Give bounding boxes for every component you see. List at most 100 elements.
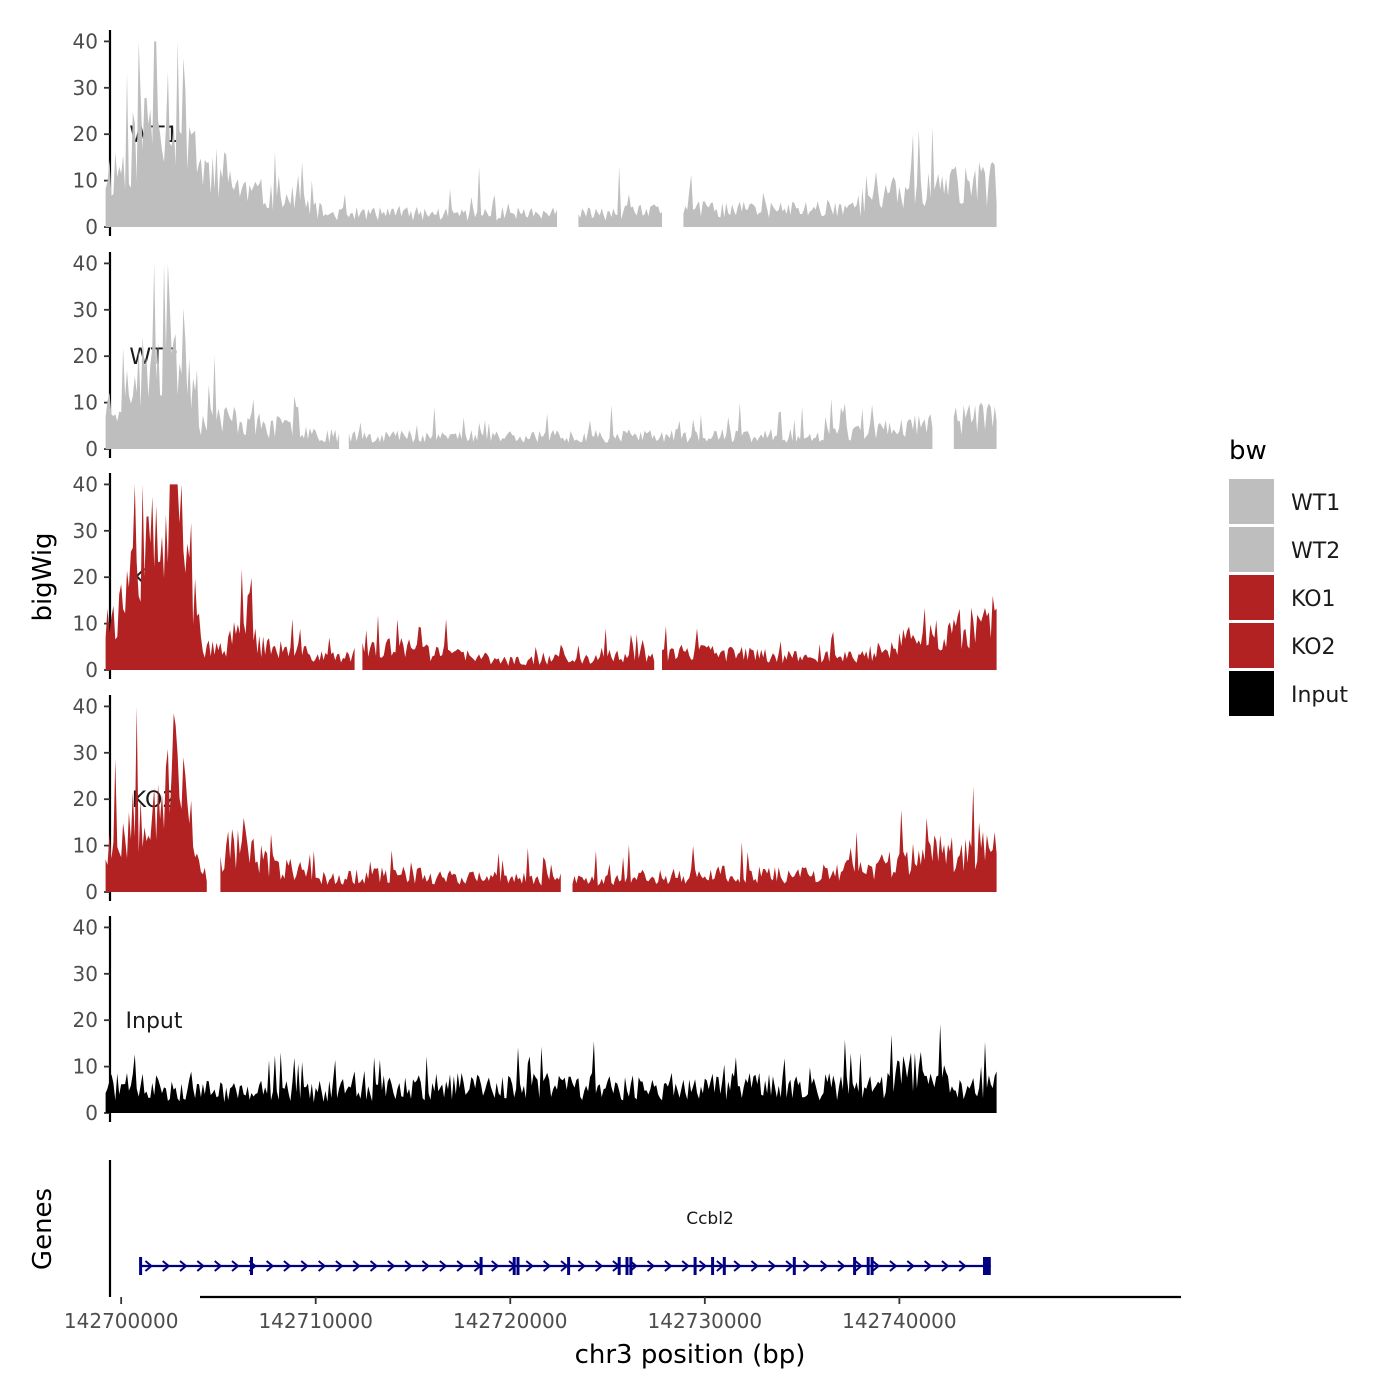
x-axis-title: chr3 position (bp) bbox=[575, 1340, 806, 1370]
legend-title: bw bbox=[1229, 436, 1267, 466]
exon-mark bbox=[870, 1257, 874, 1275]
signal-area-ko1 bbox=[105, 484, 997, 670]
strand-arrow bbox=[283, 1260, 292, 1272]
exon-mark-last bbox=[983, 1257, 991, 1275]
strand-arrow bbox=[698, 1260, 708, 1272]
strand-arrow bbox=[820, 1260, 829, 1272]
strand-arrow bbox=[923, 1260, 933, 1272]
strand-arrow bbox=[785, 1260, 794, 1272]
strand-arrow bbox=[162, 1260, 171, 1272]
strand-arrow bbox=[387, 1260, 396, 1272]
legend-label: KO2 bbox=[1291, 635, 1336, 660]
legend-item-input: Input bbox=[1229, 671, 1348, 716]
signal-area-wt1 bbox=[105, 41, 997, 228]
legend-label: WT1 bbox=[1291, 491, 1340, 516]
strand-arrow bbox=[439, 1260, 448, 1272]
y-tick-label: 40 bbox=[73, 694, 98, 718]
signal-area-wt2 bbox=[105, 263, 997, 449]
strand-arrow bbox=[542, 1260, 552, 1272]
y-axis-title: bigWig bbox=[28, 532, 58, 621]
signal-area-ko2 bbox=[105, 706, 997, 892]
y-tick-label: 10 bbox=[73, 612, 98, 636]
strand-arrow bbox=[231, 1260, 240, 1272]
exon-mark bbox=[711, 1257, 715, 1275]
strand-arrow bbox=[214, 1260, 223, 1272]
strand-arrow bbox=[681, 1260, 690, 1272]
y-tick-label: 0 bbox=[85, 880, 98, 904]
strand-arrow bbox=[594, 1260, 604, 1272]
gene-track-label: Genes bbox=[28, 1188, 58, 1270]
strand-arrow bbox=[491, 1260, 500, 1272]
y-tick-label: 30 bbox=[73, 298, 98, 322]
y-tick-label: 40 bbox=[73, 29, 98, 53]
strand-arrow bbox=[560, 1260, 569, 1272]
x-tick-label: 142700000 bbox=[64, 1309, 179, 1333]
signal-area-input bbox=[105, 1024, 997, 1113]
strand-arrow bbox=[300, 1260, 309, 1272]
strand-arrow bbox=[889, 1260, 898, 1272]
exon-mark bbox=[479, 1257, 483, 1275]
y-tick-label: 40 bbox=[73, 915, 98, 939]
exon-mark bbox=[250, 1257, 253, 1275]
strand-arrow bbox=[404, 1260, 413, 1272]
strand-arrow bbox=[335, 1260, 344, 1272]
legend-swatch bbox=[1229, 623, 1274, 668]
y-tick-label: 30 bbox=[73, 741, 98, 765]
x-tick-label: 142740000 bbox=[842, 1309, 957, 1333]
strand-arrow bbox=[837, 1260, 846, 1272]
strand-arrow bbox=[144, 1260, 153, 1272]
x-tick-label: 142730000 bbox=[648, 1309, 763, 1333]
legend-swatch bbox=[1229, 479, 1274, 524]
y-tick-label: 0 bbox=[85, 658, 98, 682]
gene-name-label: Ccbl2 bbox=[686, 1209, 734, 1229]
strand-arrow bbox=[646, 1260, 656, 1272]
legend-item-wt1: WT1 bbox=[1229, 479, 1340, 524]
y-tick-label: 20 bbox=[73, 344, 98, 368]
x-tick-label: 142720000 bbox=[453, 1309, 568, 1333]
y-tick-label: 0 bbox=[85, 437, 98, 461]
strand-arrow bbox=[958, 1260, 967, 1272]
exon-mark bbox=[567, 1257, 571, 1275]
legend-label: KO1 bbox=[1291, 587, 1336, 612]
exon-mark bbox=[512, 1257, 516, 1275]
track-wt1: 010203040WT1 bbox=[73, 29, 997, 239]
exon-mark bbox=[693, 1257, 697, 1275]
y-tick-label: 20 bbox=[73, 787, 98, 811]
y-tick-label: 10 bbox=[73, 834, 98, 858]
legend-item-wt2: WT2 bbox=[1229, 527, 1340, 572]
legend-item-ko1: KO1 bbox=[1229, 575, 1336, 620]
exon-mark bbox=[617, 1257, 621, 1275]
gene-track bbox=[108, 1160, 991, 1297]
strand-arrow bbox=[525, 1260, 534, 1272]
legend-label: Input bbox=[1291, 683, 1348, 708]
strand-arrow bbox=[352, 1260, 361, 1272]
exon-mark bbox=[866, 1257, 870, 1275]
y-tick-label: 40 bbox=[73, 251, 98, 275]
exon-mark bbox=[629, 1257, 633, 1275]
strand-arrow bbox=[664, 1260, 673, 1272]
track-ko1: 010203040KO1 bbox=[73, 472, 997, 682]
x-axis: 142700000 142710000 142720000 142730000 1427… bbox=[64, 1295, 1181, 1333]
y-tick-label: 0 bbox=[85, 215, 98, 239]
legend: bw WT1 WT2 KO1 KO2 Input bbox=[1229, 436, 1348, 716]
track-input: 0 10 20 30 40 Input bbox=[73, 915, 997, 1125]
strand-arrow bbox=[421, 1260, 430, 1272]
y-tick-label: 20 bbox=[73, 565, 98, 589]
strand-arrow bbox=[854, 1260, 863, 1272]
strand-arrow bbox=[733, 1260, 742, 1272]
strand-arrow bbox=[265, 1260, 275, 1272]
y-tick-label: 10 bbox=[73, 391, 98, 415]
y-tick-label: 0 bbox=[85, 1101, 98, 1125]
legend-swatch bbox=[1229, 527, 1274, 572]
y-tick-label: 20 bbox=[73, 122, 98, 146]
legend-swatch bbox=[1229, 575, 1274, 620]
y-tick-label: 10 bbox=[73, 169, 98, 193]
x-tick-label: 142710000 bbox=[258, 1309, 373, 1333]
strand-arrow bbox=[577, 1260, 586, 1272]
y-tick-label: 20 bbox=[73, 1008, 98, 1032]
exon-mark bbox=[625, 1257, 629, 1275]
y-tick-label: 30 bbox=[73, 76, 98, 100]
y-tick-label: 40 bbox=[73, 472, 98, 496]
strand-arrow bbox=[871, 1260, 881, 1272]
